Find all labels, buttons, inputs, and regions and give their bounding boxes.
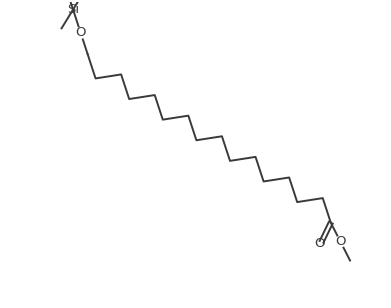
Text: O: O xyxy=(75,26,86,39)
Text: O: O xyxy=(335,235,346,248)
Text: Si: Si xyxy=(67,3,79,16)
Text: O: O xyxy=(314,237,325,250)
